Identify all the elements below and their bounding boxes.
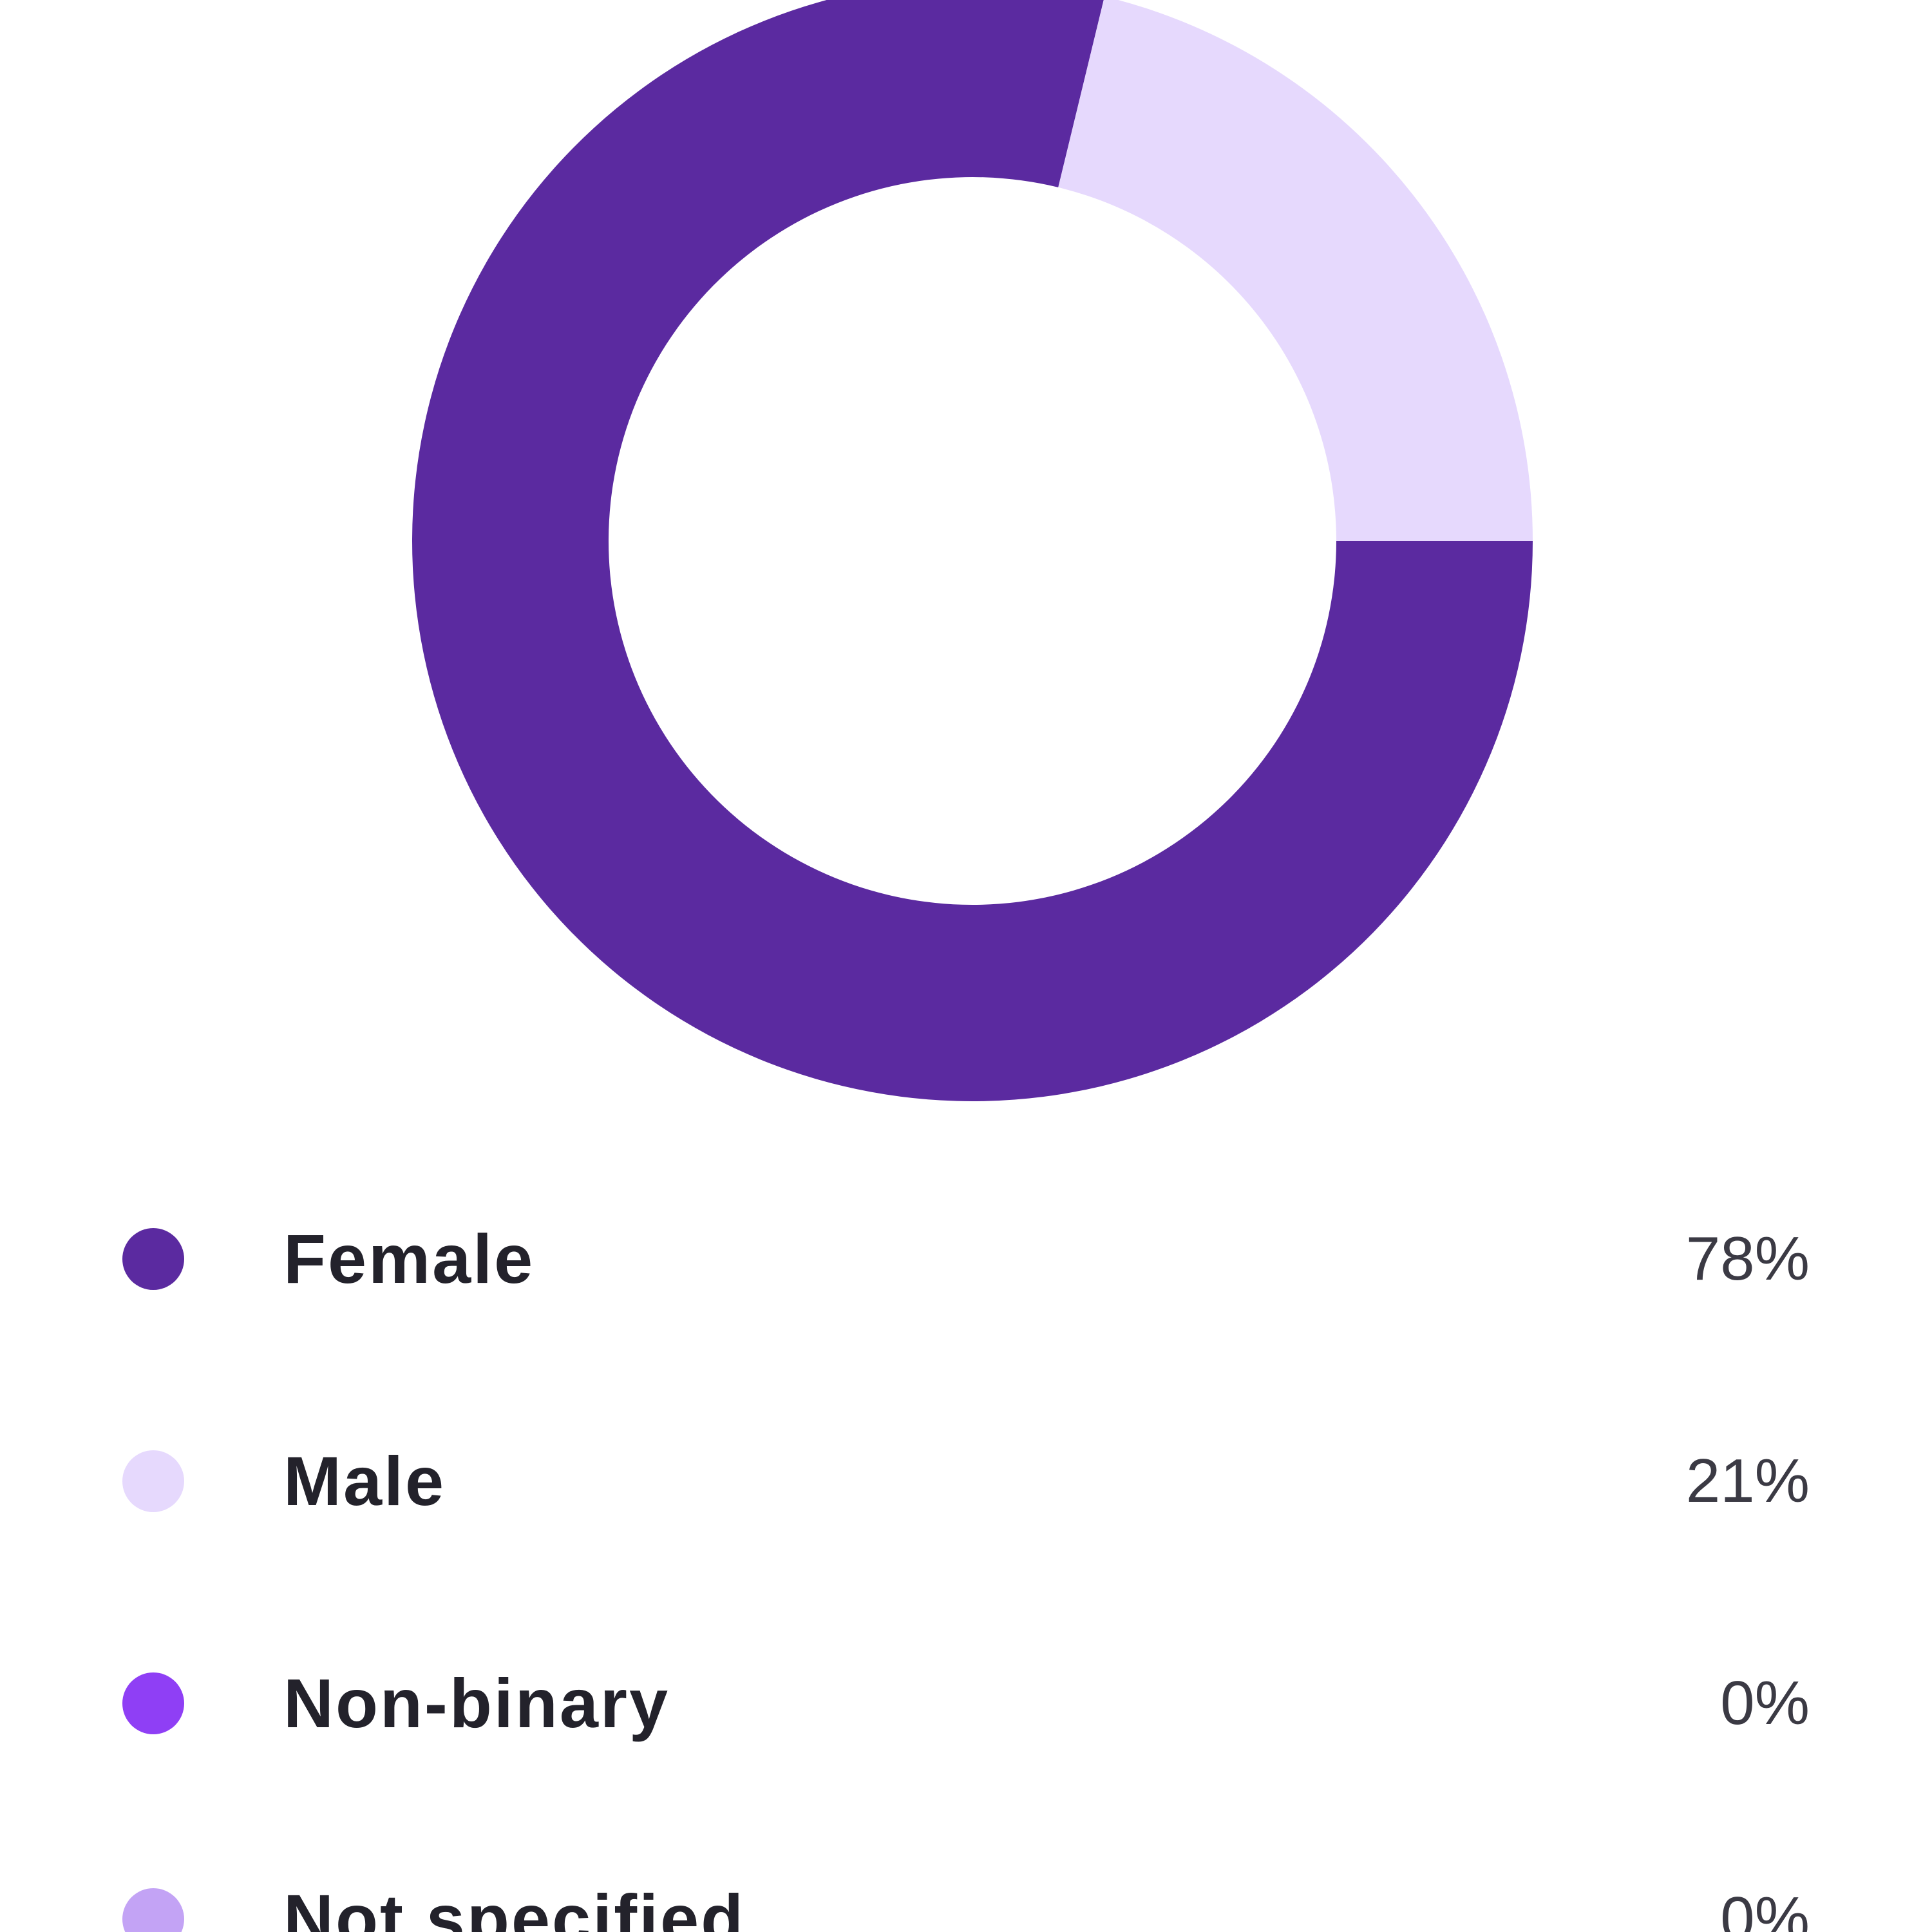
- legend-label: Non-binary: [283, 1664, 670, 1742]
- legend-value: 0%: [1720, 1884, 1810, 1932]
- legend-swatch: [122, 1450, 184, 1512]
- legend-value: 0%: [1720, 1669, 1810, 1738]
- legend-label: Male: [283, 1442, 446, 1520]
- legend-swatch: [122, 1888, 184, 1932]
- donut-slice-female: [412, 0, 1533, 1101]
- legend-item-not-specified: Not specified 0%: [122, 1861, 1810, 1932]
- donut-chart: [412, 0, 1533, 1101]
- legend-value: 78%: [1685, 1224, 1810, 1293]
- legend-swatch: [122, 1228, 184, 1290]
- legend-label: Female: [283, 1220, 535, 1298]
- legend-item-male: Male 21%: [122, 1423, 1810, 1539]
- donut-slice-male: [1058, 0, 1533, 541]
- legend-swatch: [122, 1672, 184, 1734]
- legend-item-female: Female 78%: [122, 1201, 1810, 1317]
- legend-item-non-binary: Non-binary 0%: [122, 1645, 1810, 1761]
- legend-value: 21%: [1685, 1446, 1810, 1515]
- legend-label: Not specified: [283, 1880, 746, 1932]
